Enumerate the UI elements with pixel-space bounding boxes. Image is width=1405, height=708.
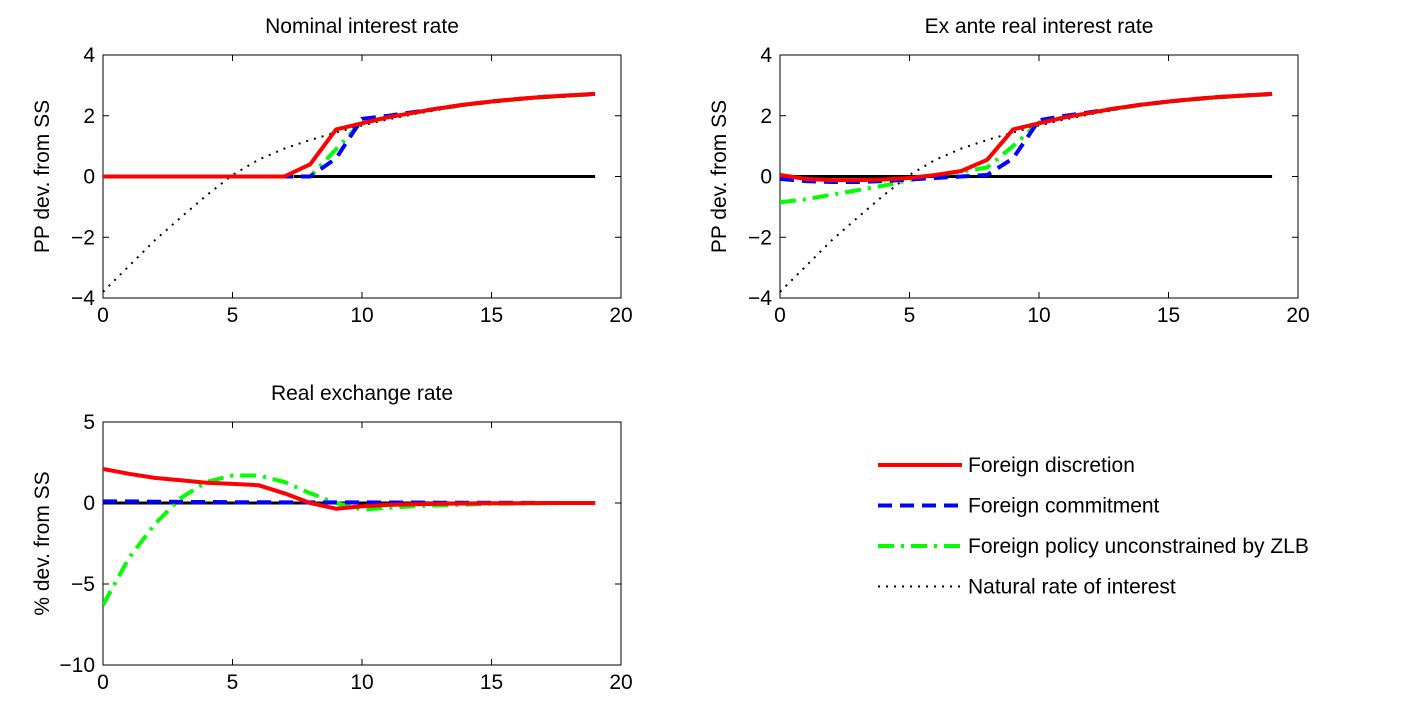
- y-tick-label: −10: [59, 654, 95, 677]
- legend-label: Natural rate of interest: [968, 576, 1176, 599]
- y-axis-label: % dev. from SS: [31, 471, 54, 615]
- legend: Foreign discretion Foreign commitment Fore…: [878, 454, 1309, 599]
- x-tick-label: 15: [1157, 304, 1180, 327]
- series-line-natural-rate-of-interest: [780, 93, 1273, 293]
- series-line-foreign-discretion: [780, 91, 1273, 183]
- x-tick-label: 5: [904, 304, 916, 327]
- subplot-title: Ex ante real interest rate: [925, 15, 1154, 38]
- x-tick-label: 20: [1286, 304, 1309, 327]
- subplot-2: 0 5 10 15 20 −4 −2 0 2 4 Ex ante real interest rat…: [708, 15, 1310, 327]
- x-tick-label: 5: [227, 671, 239, 694]
- y-tick-label: −5: [71, 573, 95, 596]
- subplot-1: 0 5 10 15 20 −4 −2 0 2 4 Nominal interest rate PP d…: [31, 15, 633, 327]
- y-tick-label: 2: [760, 105, 772, 128]
- y-tick-label: 5: [83, 411, 95, 434]
- y-tick-label: 2: [83, 105, 95, 128]
- legend-label: Foreign discretion: [968, 454, 1135, 477]
- x-tick-label: 10: [350, 671, 373, 694]
- subplot-3: 0 5 10 15 20 −10 −5 0 5 Real exchange rate % dev. …: [31, 382, 633, 694]
- x-tick-label: 20: [609, 671, 632, 694]
- series-line-foreign-discretion: [103, 467, 596, 511]
- x-tick-label: 20: [609, 304, 632, 327]
- y-axis-label: PP dev. from SS: [31, 100, 54, 253]
- y-tick-label: −2: [748, 226, 772, 249]
- x-tick-label: 15: [480, 304, 503, 327]
- x-tick-label: 5: [227, 304, 239, 327]
- x-tick-label: 0: [97, 671, 109, 694]
- legend-label: Foreign policy unconstrained by ZLB: [968, 535, 1309, 558]
- series-line-natural-rate-of-interest: [103, 93, 596, 293]
- y-tick-label: −2: [71, 226, 95, 249]
- y-tick-label: −4: [71, 287, 95, 310]
- x-tick-label: 10: [1027, 304, 1050, 327]
- x-tick-label: 10: [350, 304, 373, 327]
- y-tick-label: 4: [83, 44, 95, 67]
- series-line-foreign-commitment: [103, 499, 596, 505]
- subplot-title: Real exchange rate: [271, 382, 453, 405]
- x-tick-label: 15: [480, 671, 503, 694]
- y-tick-label: 0: [83, 166, 95, 189]
- x-tick-label: 0: [774, 304, 786, 327]
- x-tick-label: 0: [97, 304, 109, 327]
- y-tick-label: −4: [748, 287, 772, 310]
- y-tick-label: 4: [760, 44, 772, 67]
- axes-box: [102, 421, 622, 666]
- y-axis-label: PP dev. from SS: [708, 100, 731, 253]
- legend-label: Foreign commitment: [968, 495, 1160, 518]
- subplot-title: Nominal interest rate: [265, 15, 459, 38]
- series-line-foreign-discretion: [103, 91, 596, 179]
- y-tick-label: 0: [760, 166, 772, 189]
- y-tick-label: 0: [83, 492, 95, 515]
